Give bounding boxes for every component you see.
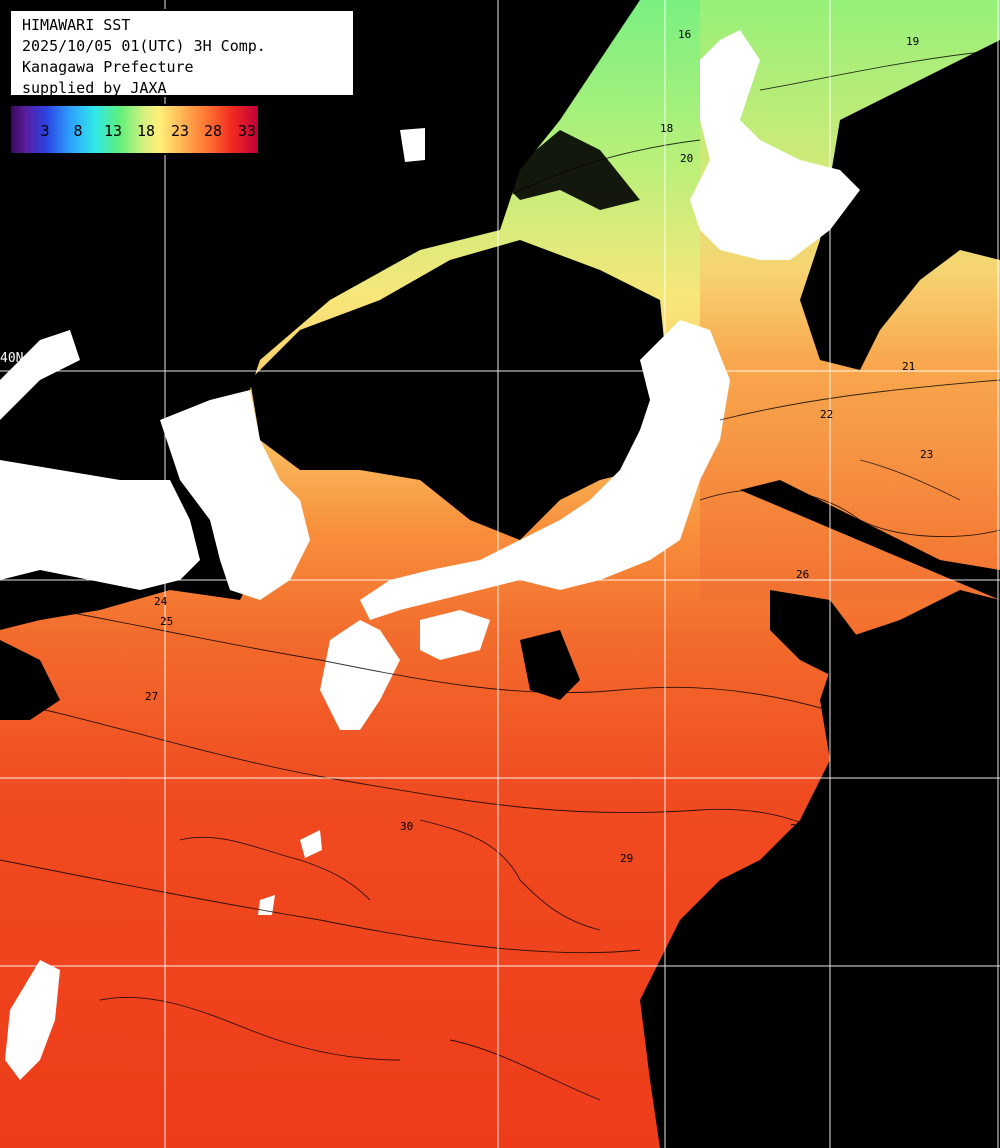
colorbar-tick: 8 (73, 122, 83, 140)
colorbar-tick: 13 (103, 122, 123, 140)
colorbar-tick: 33 (237, 122, 257, 140)
colorbar-tick: 28 (203, 122, 223, 140)
contour-label: 19 (906, 35, 919, 48)
contour-label: 23 (920, 448, 933, 461)
colorbar-tick: 23 (170, 122, 190, 140)
colorbar-tick: 18 (136, 122, 156, 140)
contour-value-labels: 16 18 19 20 21 22 23 24 25 26 27 28 29 3… (145, 28, 933, 865)
temperature-colorbar: 3 8 13 18 23 28 33 (9, 104, 260, 155)
product-title: HIMAWARI SST (22, 16, 131, 34)
data-credit: supplied by JAXA (22, 79, 167, 97)
contour-label: 25 (160, 615, 173, 628)
contour-label: 30 (400, 820, 413, 833)
isotherm-contours (0, 49, 1000, 1101)
contour-label: 20 (680, 152, 693, 165)
contour-label: 21 (902, 360, 915, 373)
contour-label: 18 (660, 122, 673, 135)
contour-label: 16 (678, 28, 691, 41)
latitude-label: 40N (0, 351, 24, 366)
contour-label: 29 (620, 852, 633, 865)
land-masses (0, 30, 860, 1080)
contour-label: 24 (154, 595, 168, 608)
contour-label: 26 (796, 568, 809, 581)
observation-time: 2025/10/05 01(UTC) 3H Comp. (22, 37, 266, 55)
region-name: Kanagawa Prefecture (22, 58, 194, 76)
contour-label: 28 (790, 822, 803, 835)
contour-label: 27 (145, 690, 158, 703)
contour-label: 22 (820, 408, 833, 421)
colorbar-tick: 3 (40, 122, 50, 140)
map-info-box: HIMAWARI SST 2025/10/05 01(UTC) 3H Comp.… (9, 9, 355, 97)
